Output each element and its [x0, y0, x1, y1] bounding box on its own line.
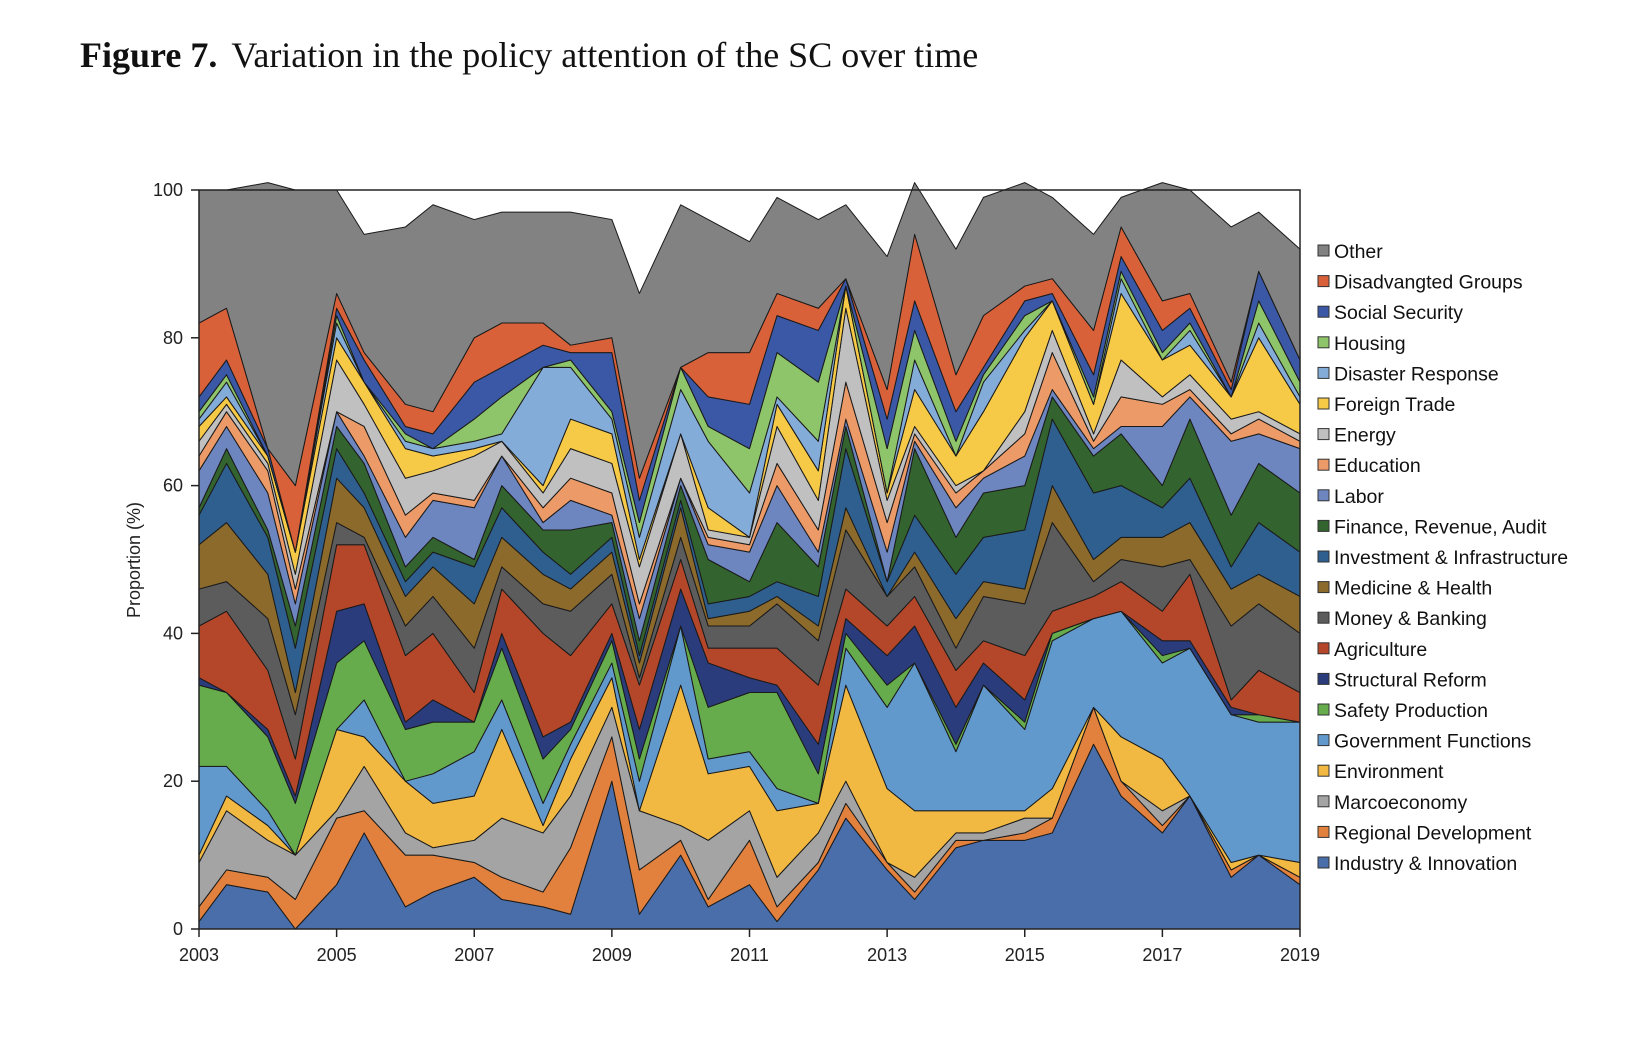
y-tick-label: 0	[173, 919, 183, 939]
legend-swatch	[1317, 305, 1330, 318]
legend-item-foreign-trade: Foreign Trade	[1317, 394, 1455, 416]
y-tick-label: 80	[163, 328, 183, 348]
x-tick-label: 2017	[1142, 945, 1182, 965]
legend-swatch	[1317, 734, 1330, 747]
legend-item-disaster-response: Disaster Response	[1317, 363, 1499, 385]
legend-label: Agriculture	[1334, 639, 1427, 661]
y-tick-label: 20	[163, 771, 183, 791]
legend-item-industry-innovation: Industry & Innovation	[1317, 853, 1517, 875]
legend-swatch	[1317, 856, 1330, 869]
figure-title: Variation in the policy attention of the…	[231, 35, 979, 75]
legend-item-education: Education	[1317, 455, 1421, 477]
legend-item-agriculture: Agriculture	[1317, 639, 1427, 661]
legend-label: Marcoeconomy	[1334, 792, 1468, 814]
legend-label: Disadvangted Groups	[1334, 272, 1523, 294]
legend-label: Money & Banking	[1334, 608, 1487, 630]
legend-item-regional-development: Regional Development	[1317, 822, 1532, 844]
legend-item-government-functions: Government Functions	[1317, 731, 1532, 753]
legend-label: Industry & Innovation	[1334, 853, 1517, 875]
legend-item-housing: Housing	[1317, 333, 1406, 355]
legend-swatch	[1317, 550, 1330, 563]
legend-item-other: Other	[1317, 241, 1383, 263]
legend-swatch	[1317, 825, 1330, 838]
legend-swatch	[1317, 336, 1330, 349]
legend-swatch	[1317, 519, 1330, 532]
legend-label: Disaster Response	[1334, 363, 1499, 385]
x-tick-label: 2005	[317, 945, 357, 965]
legend-swatch	[1317, 642, 1330, 655]
legend-item-investment-infrastructure: Investment & Infrastructure	[1317, 547, 1568, 569]
x-tick-label: 2003	[179, 945, 219, 965]
legend-label: Regional Development	[1334, 822, 1532, 844]
x-tick-label: 2009	[592, 945, 632, 965]
x-tick-label: 2007	[454, 945, 494, 965]
legend-swatch	[1317, 611, 1330, 624]
legend-item-disadvangted-groups: Disadvangted Groups	[1317, 272, 1523, 294]
x-axis: 2003 2005 2007 2009 2011 2013 2015 2017 2019	[179, 929, 1320, 965]
legend-swatch	[1317, 428, 1330, 441]
figure-caption: Figure 7. Variation in the policy attenti…	[80, 34, 978, 76]
legend-swatch	[1317, 703, 1330, 716]
legend-label: Medicine & Health	[1334, 578, 1492, 600]
y-tick-label: 100	[153, 180, 183, 200]
x-tick-label: 2019	[1280, 945, 1320, 965]
legend-label: Environment	[1334, 761, 1444, 783]
legend-item-money-banking: Money & Banking	[1317, 608, 1487, 630]
x-tick-label: 2011	[730, 945, 769, 965]
legend-item-energy: Energy	[1317, 425, 1396, 447]
legend-label: Other	[1334, 241, 1383, 263]
legend-swatch	[1317, 672, 1330, 685]
legend-label: Foreign Trade	[1334, 394, 1455, 416]
legend-item-finance-revenue-audit: Finance, Revenue, Audit	[1317, 516, 1547, 538]
legend-item-social-security: Social Security	[1317, 302, 1463, 324]
figure-label: Figure 7.	[80, 35, 218, 75]
legend-item-medicine-health: Medicine & Health	[1317, 578, 1492, 600]
legend-item-environment: Environment	[1317, 761, 1444, 783]
legend-label: Housing	[1334, 333, 1406, 355]
legend-label: Education	[1334, 455, 1421, 477]
legend-swatch	[1317, 397, 1330, 410]
legend-label: Investment & Infrastructure	[1334, 547, 1568, 569]
legend-label: Energy	[1334, 425, 1396, 447]
y-axis-label: Proportion (%)	[124, 502, 144, 618]
legend: Other Disadvangted Groups Social Security H…	[1317, 241, 1568, 875]
legend-label: Structural Reform	[1334, 669, 1487, 691]
legend-swatch	[1317, 275, 1330, 288]
area-layers	[198, 182, 1301, 930]
legend-label: Finance, Revenue, Audit	[1334, 516, 1547, 538]
legend-swatch	[1317, 581, 1330, 594]
y-axis: 0 20 40 60 80 100	[153, 180, 199, 939]
legend-swatch	[1317, 366, 1330, 379]
x-tick-label: 2015	[1005, 945, 1045, 965]
x-tick-label: 2013	[867, 945, 907, 965]
legend-label: Labor	[1334, 486, 1384, 508]
legend-swatch	[1317, 244, 1330, 257]
legend-swatch	[1317, 489, 1330, 502]
legend-label: Social Security	[1334, 302, 1463, 324]
legend-item-safety-production: Safety Production	[1317, 700, 1488, 722]
y-tick-label: 60	[163, 476, 183, 496]
legend-item-labor: Labor	[1317, 486, 1384, 508]
legend-item-marcoeconomy: Marcoeconomy	[1317, 792, 1468, 814]
legend-swatch	[1317, 764, 1330, 777]
legend-item-structural-reform: Structural Reform	[1317, 669, 1487, 691]
y-tick-label: 40	[163, 623, 183, 643]
legend-swatch	[1317, 458, 1330, 471]
legend-label: Safety Production	[1334, 700, 1488, 722]
legend-swatch	[1317, 795, 1330, 808]
legend-label: Government Functions	[1334, 731, 1532, 753]
